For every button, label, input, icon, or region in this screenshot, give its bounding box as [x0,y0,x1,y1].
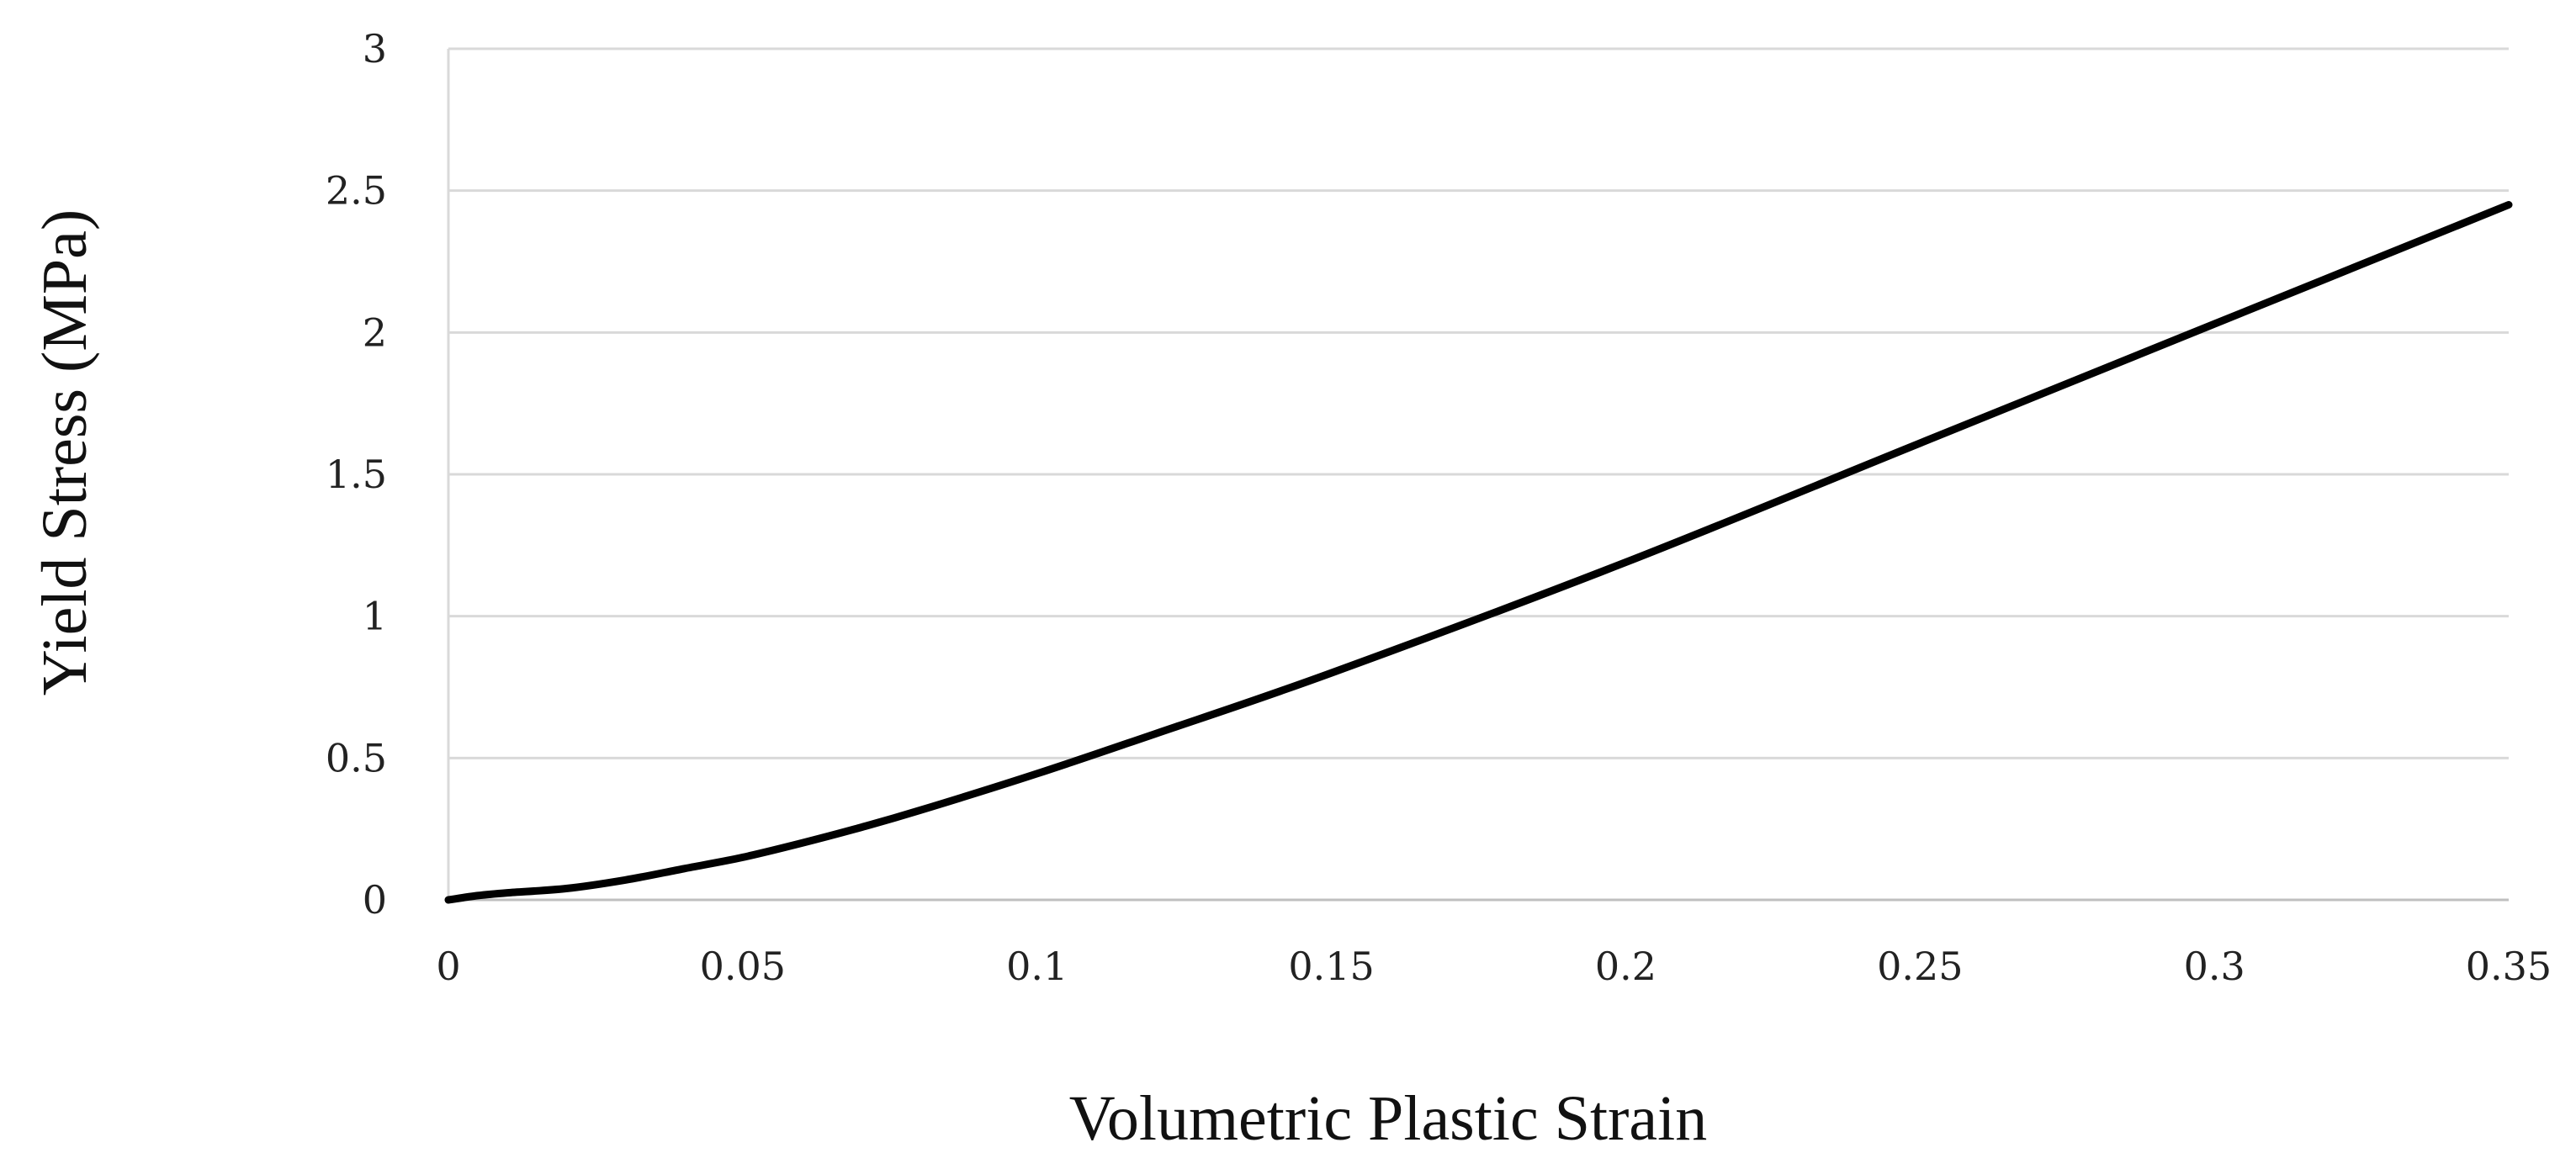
y-tick-label: 1 [363,594,387,639]
series-line [444,201,2513,904]
y-axis-title: Yield Stress (MPa) [29,209,100,696]
y-tick-label: 2 [363,309,387,355]
y-tick-labels: 0 0.5 1 1.5 2 2.5 3 [326,26,387,923]
x-tick-label: 0 [436,944,460,989]
x-tick-label: 0.35 [2466,944,2552,989]
x-tick-labels: 0 0.05 0.1 0.15 0.2 0.25 0.3 0.35 [436,944,2552,989]
x-tick-label: 0.2 [1595,944,1656,989]
x-tick-label: 0.15 [1288,944,1374,989]
x-tick-label: 0.05 [700,944,786,989]
y-tick-label: 1.5 [326,452,387,497]
x-tick-label: 0.1 [1006,944,1068,989]
y-tick-label: 3 [363,26,387,71]
gridlines [447,47,2509,900]
x-tick-label: 0.25 [1877,944,1963,989]
y-tick-label: 0.5 [326,735,387,780]
y-tick-label: 2.5 [326,168,387,214]
x-axis-title: Volumetric Plastic Strain [1069,1083,1708,1154]
series-layer [444,201,2513,904]
y-tick-label: 0 [363,877,387,923]
x-tick-label: 0.3 [2184,944,2245,989]
